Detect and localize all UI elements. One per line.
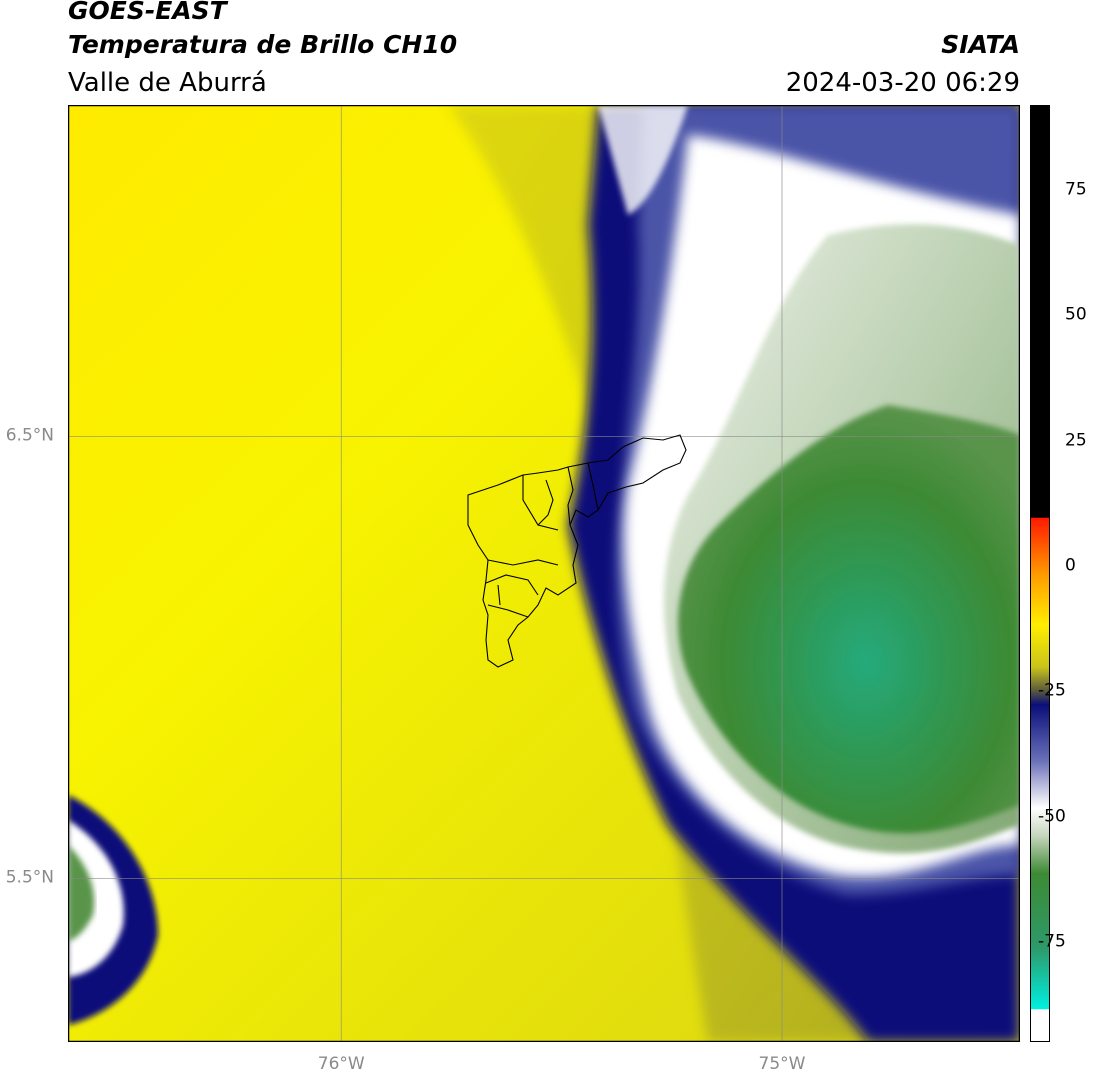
brightness-temperature-map xyxy=(68,105,1020,1042)
longitude-label: 76°W xyxy=(317,1054,365,1074)
satellite-title: GOES-EAST xyxy=(68,0,227,25)
colorbar-gradient xyxy=(1030,105,1050,1042)
valle-de-aburra-boundary xyxy=(467,434,687,668)
colorbar-tick-label: -25 xyxy=(1038,680,1066,701)
agency-label: SIATA xyxy=(941,30,1020,59)
region-subtitle: Valle de Aburrá xyxy=(68,68,267,98)
latitude-label: 5.5°N xyxy=(5,867,54,888)
map-frame xyxy=(68,105,1020,1042)
top-cloud-patch xyxy=(598,105,688,215)
colorbar-frame xyxy=(1030,105,1050,1042)
graticule xyxy=(68,105,1020,1042)
colorbar-tick-label: -50 xyxy=(1038,806,1066,827)
colorbar xyxy=(1030,105,1050,1042)
colorbar-tick-label: -75 xyxy=(1038,931,1066,952)
latitude-label: 6.5°N xyxy=(5,425,54,446)
colorbar-tick-label: 50 xyxy=(1065,304,1087,325)
colorbar-tick-label: 75 xyxy=(1065,179,1087,200)
longitude-label: 75°W xyxy=(758,1054,806,1074)
southwest-cloud-core xyxy=(68,820,124,977)
datetime-label: 2024-03-20 06:29 xyxy=(785,68,1020,98)
product-title: Temperatura de Brillo CH10 xyxy=(68,30,458,59)
coldest-cloud-core xyxy=(678,405,1020,834)
colorbar-tick-label: 0 xyxy=(1065,555,1076,576)
colorbar-tick-label: 25 xyxy=(1065,430,1087,451)
southwest-cloud-green xyxy=(68,845,95,941)
